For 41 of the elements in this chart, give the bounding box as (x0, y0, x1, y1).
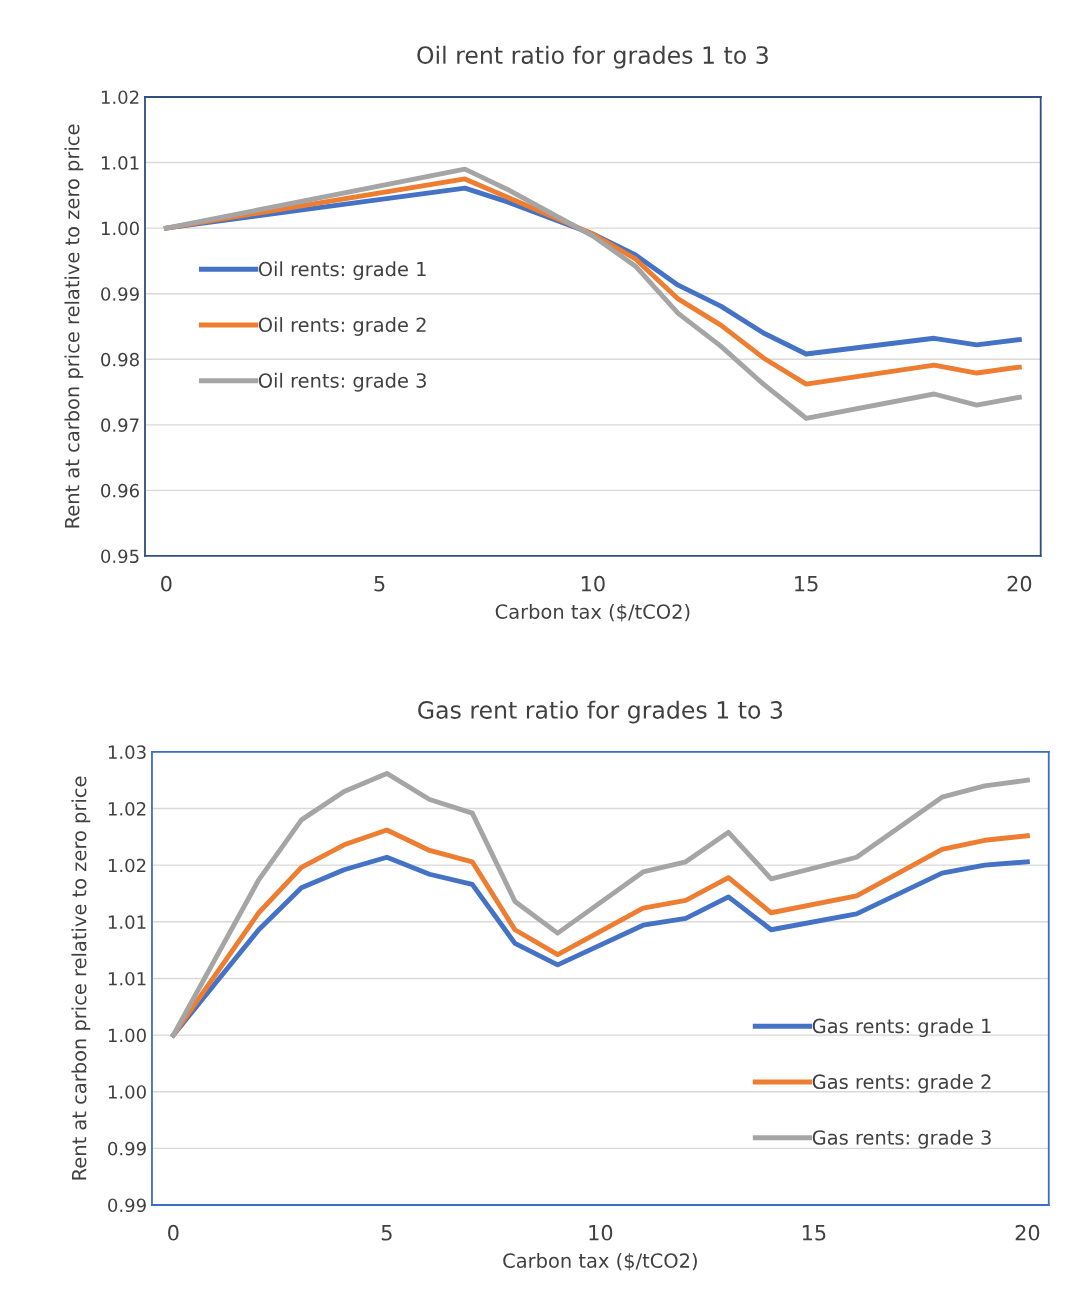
x-tick-label: 10 (581, 575, 605, 592)
y-tick-label: 0.99 (108, 1141, 146, 1156)
x-tick-label: 10 (589, 1224, 613, 1241)
legend-label: Oil rents: grade 3 (258, 372, 426, 392)
x-tick-label: 20 (1007, 575, 1032, 592)
y-tick-label: 1.00 (108, 1028, 146, 1043)
chart-title: Gas rent ratio for grades 1 to 3 (418, 700, 783, 724)
y-tick-label: 0.99 (101, 287, 139, 301)
x-axis-title: Carbon tax ($/tCO2) (495, 603, 690, 622)
x-tick-label: 5 (374, 576, 385, 592)
line-series (170, 771, 1030, 1038)
y-tick-label: 1.02 (108, 802, 146, 816)
y-axis-title: Rent at carbon price relative to zero price (71, 776, 91, 1180)
y-tick-label: 1.03 (108, 745, 146, 760)
x-tick-label: 15 (802, 1225, 826, 1241)
y-tick-label: 1.01 (101, 156, 139, 170)
y-tick-label: 1.00 (108, 1085, 146, 1099)
x-tick-label: 0 (161, 575, 172, 592)
y-axis-title: Rent at carbon price relative to zero price (64, 124, 84, 528)
y-tick-label: 1.00 (101, 221, 139, 236)
chart-title: Oil rent ratio for grades 1 to 3 (417, 45, 768, 69)
x-axis-title: Carbon tax ($/tCO2) (503, 1252, 697, 1271)
x-tick-label: 20 (1015, 1224, 1040, 1241)
y-tick-label: 0.95 (101, 549, 139, 564)
legend-label: Oil rents: grade 2 (258, 317, 426, 336)
legend-label: Gas rents: grade 1 (812, 1018, 991, 1038)
y-tick-label: 0.99 (108, 1198, 146, 1213)
legend-label: Gas rents: grade 2 (812, 1074, 991, 1093)
legend-label: Oil rents: grade 1 (258, 261, 426, 281)
x-tick-label: 15 (795, 576, 818, 592)
y-tick-label: 1.02 (108, 858, 146, 873)
x-tick-label: 5 (381, 1225, 392, 1241)
x-tick-label: 0 (168, 1224, 179, 1241)
y-tick-label: 1.01 (108, 971, 146, 986)
y-tick-label: 0.98 (101, 352, 139, 367)
y-tick-label: 0.97 (101, 418, 139, 432)
line-series (163, 166, 1022, 421)
y-tick-label: 1.01 (108, 915, 146, 929)
y-tick-label: 1.02 (101, 90, 139, 105)
legend-label: Gas rents: grade 3 (812, 1129, 991, 1149)
y-tick-label: 0.96 (101, 483, 139, 498)
